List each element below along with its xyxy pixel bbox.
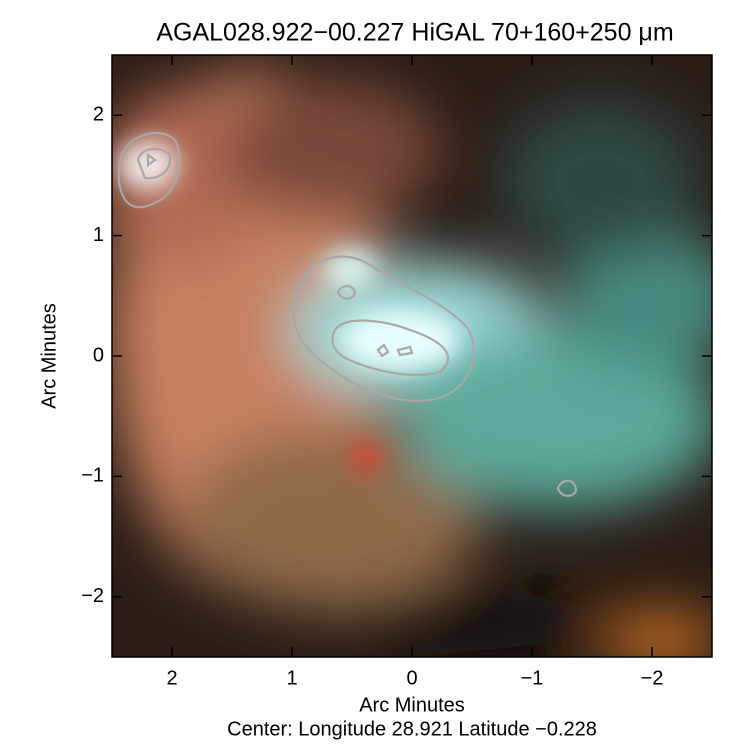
sky-image xyxy=(112,55,712,657)
x-tick-label: −2 xyxy=(641,667,664,689)
y-tick-label: 2 xyxy=(93,103,104,125)
x-tick-label: 0 xyxy=(406,667,417,689)
x-tick-label: 2 xyxy=(166,667,177,689)
y-tick-label: −2 xyxy=(81,585,104,607)
contour xyxy=(292,255,475,402)
y-tick-label: 1 xyxy=(93,224,104,246)
contour xyxy=(136,147,172,180)
x-tick-label: −1 xyxy=(521,667,544,689)
y-tick-label: −1 xyxy=(81,465,104,487)
contour xyxy=(331,319,450,376)
caption: Center: Longitude 28.921 Latitude −0.228 xyxy=(227,718,597,740)
x-tick-label: 1 xyxy=(286,667,297,689)
contour xyxy=(556,479,578,497)
contour xyxy=(117,131,181,209)
contour xyxy=(376,343,390,358)
chart-title: AGAL028.922−00.227 HiGAL 70+160+250 μm xyxy=(156,19,673,47)
contour xyxy=(336,284,357,300)
contour xyxy=(146,152,157,168)
y-axis-label: Arc Minutes xyxy=(38,303,60,409)
y-tick-label: 0 xyxy=(93,344,104,366)
contour xyxy=(396,345,414,357)
x-axis-label: Arc Minutes xyxy=(359,694,465,716)
